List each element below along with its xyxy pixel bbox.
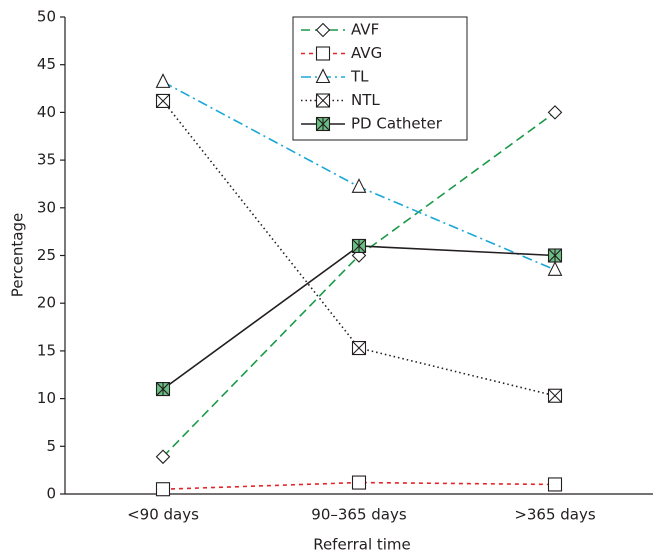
marker-shape bbox=[351, 178, 367, 193]
legend-label: NTL bbox=[351, 91, 380, 109]
data-point bbox=[547, 261, 563, 276]
x-axis-label: Referral time bbox=[313, 536, 411, 554]
marker-cross bbox=[352, 341, 366, 355]
legend: AVF AVG TL NTL PD Catheter bbox=[292, 16, 468, 141]
marker-shape bbox=[315, 22, 331, 38]
marker-shape bbox=[547, 477, 563, 492]
y-tick-label: 10 bbox=[37, 389, 56, 407]
marker-shape bbox=[351, 475, 367, 490]
legend-label: AVG bbox=[351, 44, 382, 62]
y-tick-label: 25 bbox=[37, 246, 56, 264]
data-point bbox=[155, 482, 171, 497]
x-tick-label: <90 days bbox=[127, 506, 199, 524]
legend-marker bbox=[315, 93, 331, 108]
data-point bbox=[547, 248, 563, 263]
y-tick-label: 50 bbox=[37, 8, 56, 26]
data-point bbox=[155, 449, 171, 465]
data-point bbox=[351, 475, 367, 490]
data-point bbox=[351, 340, 367, 356]
marker-shape bbox=[155, 482, 171, 497]
data-point bbox=[547, 105, 563, 120]
legend-marker bbox=[315, 46, 331, 61]
series-line bbox=[162, 111, 556, 458]
marker-cross bbox=[316, 93, 330, 108]
y-axis-label: Percentage bbox=[9, 213, 27, 297]
series-line bbox=[162, 245, 556, 390]
marker-cross bbox=[548, 388, 562, 403]
legend-label: PD Catheter bbox=[351, 115, 443, 133]
marker-shape bbox=[315, 46, 331, 61]
y-tick-label: 40 bbox=[37, 103, 56, 121]
marker-shape bbox=[315, 68, 331, 84]
y-tick-label: 30 bbox=[37, 198, 56, 216]
y-tick-label: 5 bbox=[46, 437, 56, 455]
y-tick-label: 45 bbox=[37, 55, 56, 73]
legend-marker bbox=[315, 68, 331, 84]
legend-label: TL bbox=[350, 68, 369, 86]
marker-shape bbox=[155, 73, 171, 88]
legend-marker bbox=[315, 22, 331, 38]
data-point bbox=[547, 477, 563, 492]
x-tick-label: >365 days bbox=[514, 506, 596, 524]
data-point bbox=[547, 388, 563, 403]
data-point bbox=[155, 382, 171, 397]
data-point bbox=[155, 73, 171, 88]
x-tick-label: 90–365 days bbox=[311, 506, 407, 524]
marker-shape bbox=[155, 449, 171, 465]
y-tick-label: 20 bbox=[37, 294, 56, 312]
y-tick-label: 35 bbox=[37, 151, 56, 169]
legend-marker bbox=[315, 116, 331, 132]
y-tick-label: 15 bbox=[37, 341, 56, 359]
marker-cross bbox=[156, 94, 170, 108]
series-line bbox=[162, 481, 556, 491]
legend-label: AVF bbox=[351, 21, 379, 39]
data-point bbox=[351, 178, 367, 193]
data-point bbox=[351, 238, 367, 254]
marker-shape bbox=[547, 105, 563, 120]
y-tick-label: 0 bbox=[46, 485, 56, 503]
data-point bbox=[155, 93, 171, 109]
marker-shape bbox=[547, 261, 563, 276]
